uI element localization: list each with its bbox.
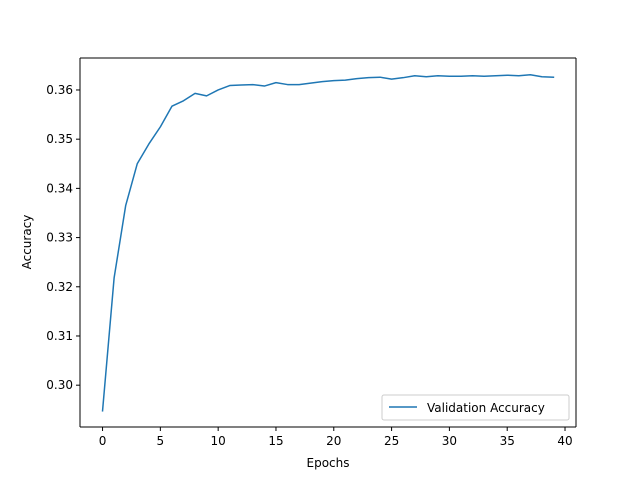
x-tick-label: 25 xyxy=(384,434,399,448)
x-tick-label: 20 xyxy=(326,434,341,448)
y-tick-label: 0.33 xyxy=(46,231,73,245)
y-tick-label: 0.36 xyxy=(46,83,73,97)
x-tick-label: 30 xyxy=(442,434,457,448)
x-tick-label: 0 xyxy=(99,434,107,448)
y-axis-ticks: 0.30 0.31 0.32 0.33 0.34 0.35 0.36 xyxy=(46,83,80,392)
y-tick-label: 0.30 xyxy=(46,378,73,392)
y-tick-label: 0.31 xyxy=(46,329,73,343)
x-tick-label: 35 xyxy=(500,434,515,448)
x-axis-label: Epochs xyxy=(307,456,350,470)
legend-box xyxy=(381,394,570,421)
series-line xyxy=(101,73,555,412)
y-axis-label: Accuracy xyxy=(20,215,34,270)
x-axis-ticks: 0 5 10 15 20 25 30 35 40 xyxy=(99,427,573,448)
legend: Validation Accuracy xyxy=(381,394,570,421)
series-layer xyxy=(101,73,555,412)
x-tick-label: 15 xyxy=(268,434,283,448)
y-tick-label: 0.34 xyxy=(46,181,73,195)
legend-label: Validation Accuracy xyxy=(427,401,545,415)
y-tick-label: 0.32 xyxy=(46,280,73,294)
x-tick-label: 5 xyxy=(157,434,165,448)
axes-frame xyxy=(79,57,577,428)
plot-area xyxy=(80,58,576,427)
y-tick-label: 0.35 xyxy=(46,132,73,146)
x-tick-label: 40 xyxy=(557,434,572,448)
x-tick-label: 10 xyxy=(211,434,226,448)
